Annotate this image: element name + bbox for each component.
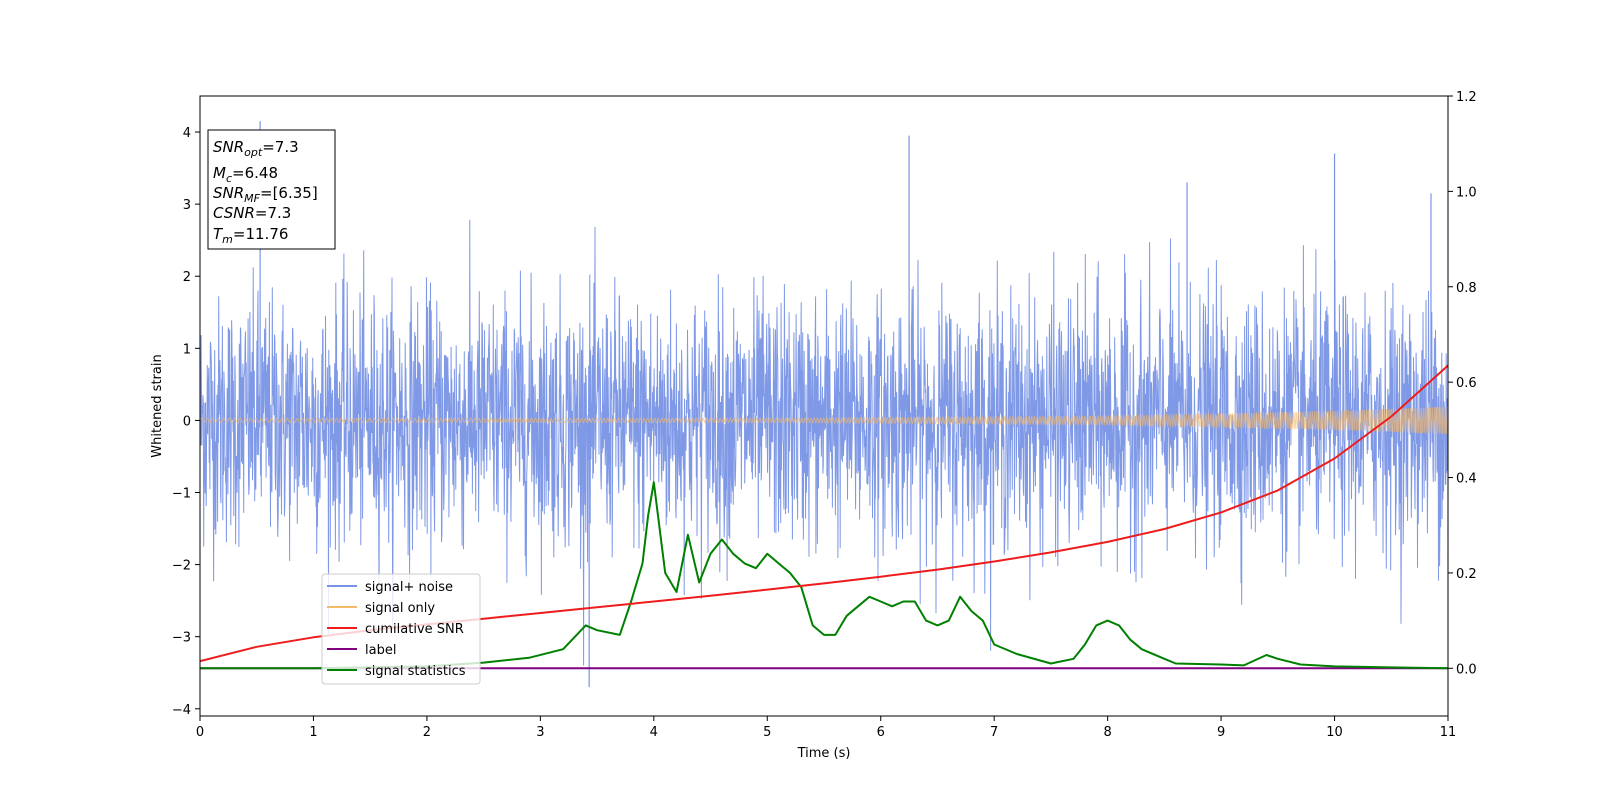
legend-label-signal-noise: signal+ noise — [365, 580, 453, 595]
series-signal-statistics-line — [200, 481, 1448, 670]
x-tick-label: 10 — [1326, 725, 1343, 740]
plot-frame — [199, 95, 1449, 717]
x-tick-label: 2 — [423, 725, 431, 740]
info-csnr: CSNR=7.3 — [213, 204, 291, 222]
y2-tick-label: 1.0 — [1456, 185, 1477, 200]
y-tick-label: 1 — [183, 342, 191, 357]
y-tick-label: 0 — [183, 414, 191, 429]
legend-label-signal-only: signal only — [365, 601, 435, 616]
x-tick-label: 0 — [196, 725, 204, 740]
y-tick-label: −3 — [172, 631, 191, 646]
info-box-frame — [207, 129, 336, 250]
series-signal-only-line — [200, 405, 1448, 435]
info-box: SNRopt=7.3 Mc=6.48 SNRMF=[6.35] CSNR=7.3… — [207, 129, 336, 250]
y-axis-label: Whitened strain — [150, 354, 165, 457]
y-tick-label: −4 — [172, 703, 191, 718]
info-tm: Tm=11.76 — [213, 225, 288, 246]
y-tick-label: 3 — [183, 198, 191, 213]
x-axis: 0 1 2 3 4 5 6 7 8 9 10 11 — [196, 716, 1456, 740]
x-tick-label: 3 — [536, 725, 544, 740]
legend-frame — [321, 573, 481, 685]
legend: signal+ noise signal only cumilative SNR… — [321, 573, 481, 685]
y-tick-label: 4 — [183, 126, 191, 141]
y2-tick-label: 1.2 — [1456, 90, 1477, 105]
y2-tick-label: 0.2 — [1456, 567, 1477, 582]
y-tick-label: 2 — [183, 270, 191, 285]
x-tick-label: 9 — [1217, 725, 1225, 740]
y-tick-label: −2 — [172, 559, 191, 574]
legend-label-signal-statistics: signal statistics — [365, 664, 466, 679]
info-mc: Mc=6.48 — [213, 164, 278, 185]
x-tick-label: 1 — [309, 725, 317, 740]
y-tick-label: −1 — [172, 487, 191, 502]
x-tick-label: 4 — [650, 725, 658, 740]
y2-tick-label: 0.8 — [1456, 281, 1477, 296]
y-axis-left: 4 3 2 1 0 −1 −2 −3 −4 — [172, 126, 200, 718]
y2-tick-label: 0.0 — [1456, 662, 1477, 677]
x-tick-label: 11 — [1440, 725, 1457, 740]
legend-label-label: label — [365, 643, 396, 658]
info-snr-opt: SNRopt=7.3 — [213, 138, 299, 159]
x-tick-label: 8 — [1103, 725, 1111, 740]
x-tick-label: 7 — [990, 725, 998, 740]
y-axis-right: 1.2 1.0 0.8 0.6 0.4 0.2 0.0 — [1448, 90, 1477, 677]
x-tick-label: 6 — [877, 725, 885, 740]
x-tick-label: 5 — [763, 725, 771, 740]
series-signal-noise-line — [200, 219, 1448, 666]
y2-tick-label: 0.6 — [1456, 376, 1477, 391]
x-axis-label: Time (s) — [797, 746, 851, 761]
info-snr-mf: SNRMF=[6.35] — [213, 184, 318, 205]
y2-tick-label: 0.4 — [1456, 472, 1477, 487]
legend-label-cumulative-snr: cumilative SNR — [365, 622, 464, 637]
